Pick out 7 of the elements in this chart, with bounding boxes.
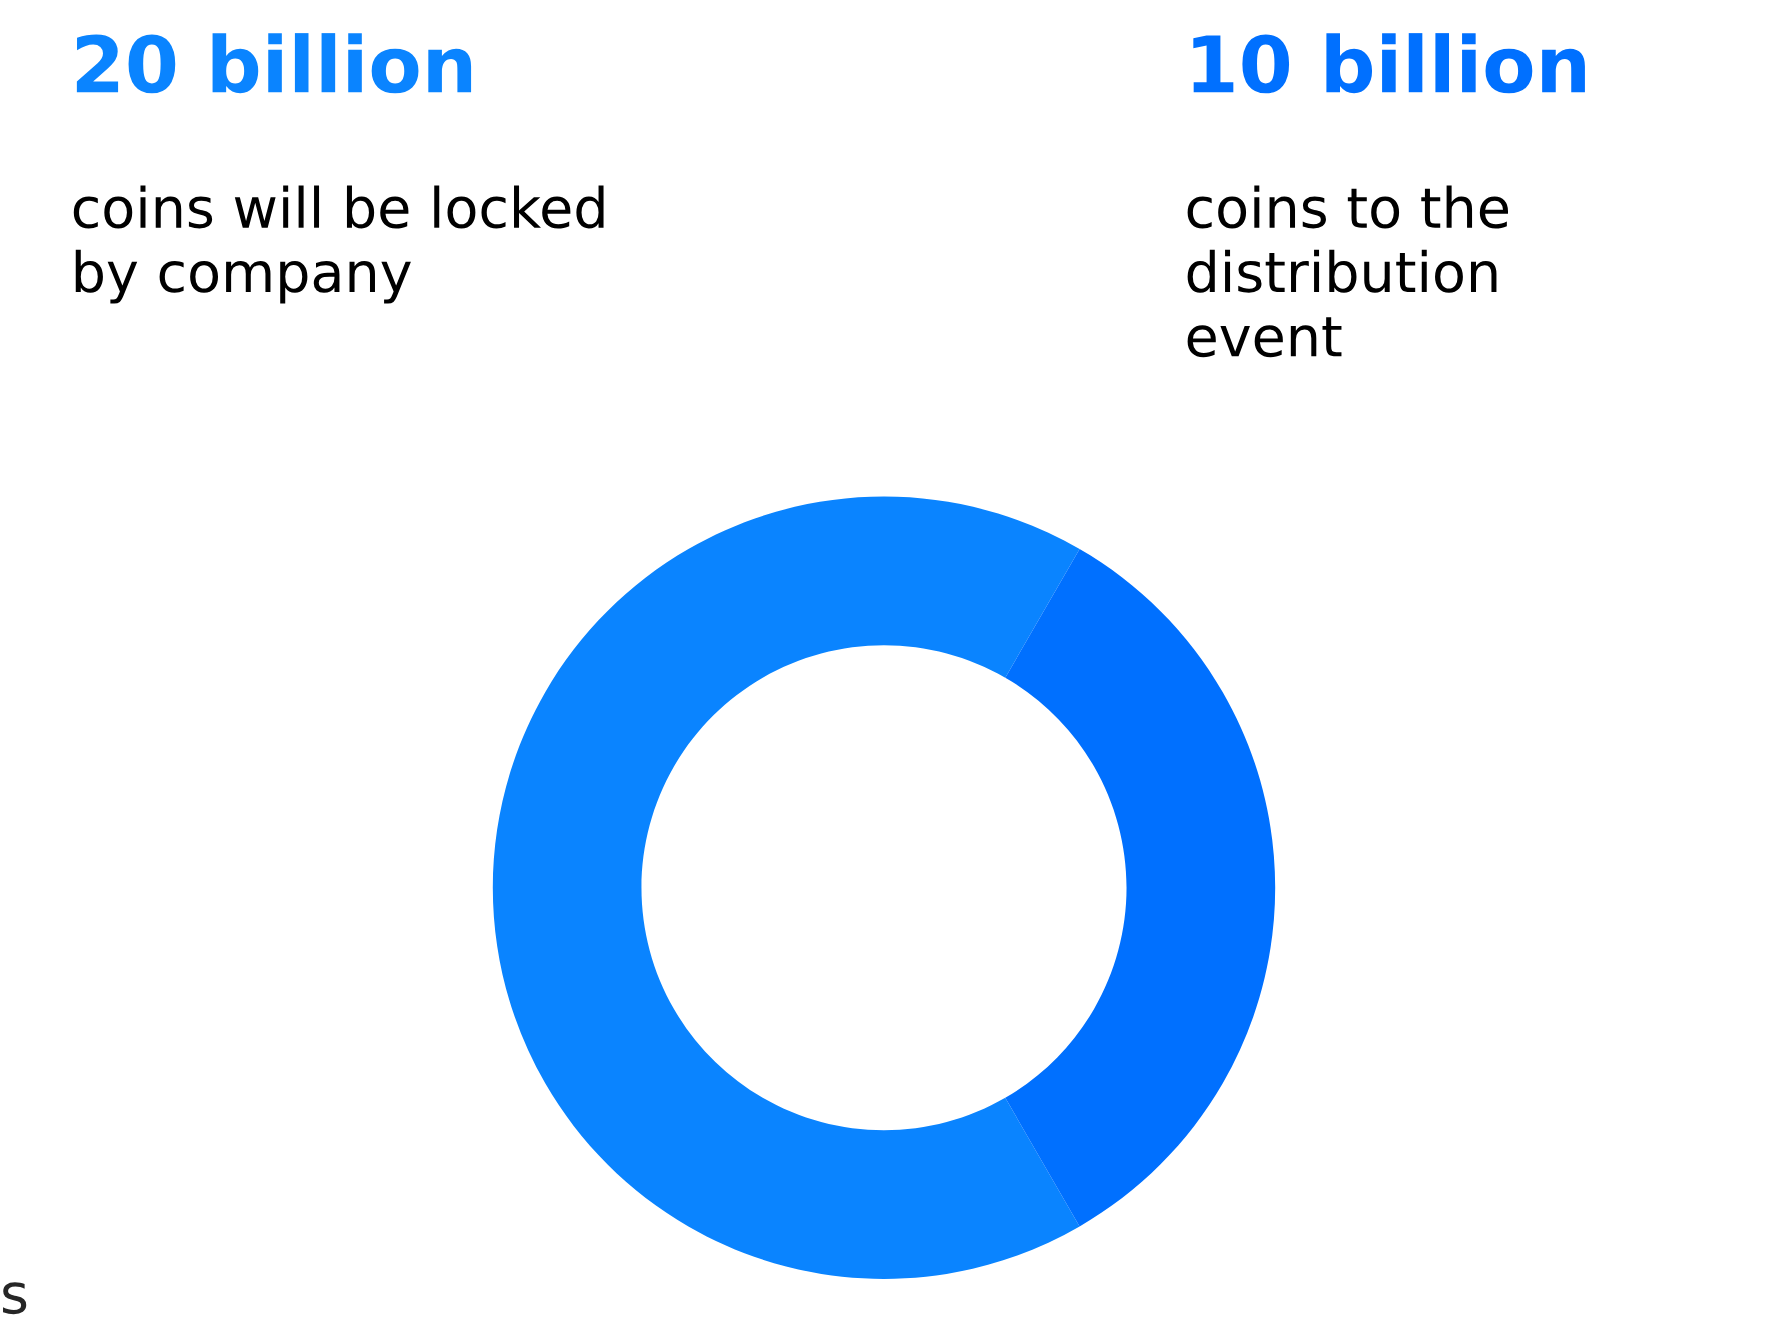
data-label: 10 billion (1193, 33, 1585, 94)
slice-label: coins will be locked by company (73, 185, 604, 304)
donut-slice (1005, 548, 1276, 1227)
donut-slice (492, 496, 1080, 1279)
text: s (3, 1282, 27, 1315)
slice-label: coins to the distribution event (1187, 185, 1508, 358)
data-label: 20 billion (76, 33, 472, 94)
